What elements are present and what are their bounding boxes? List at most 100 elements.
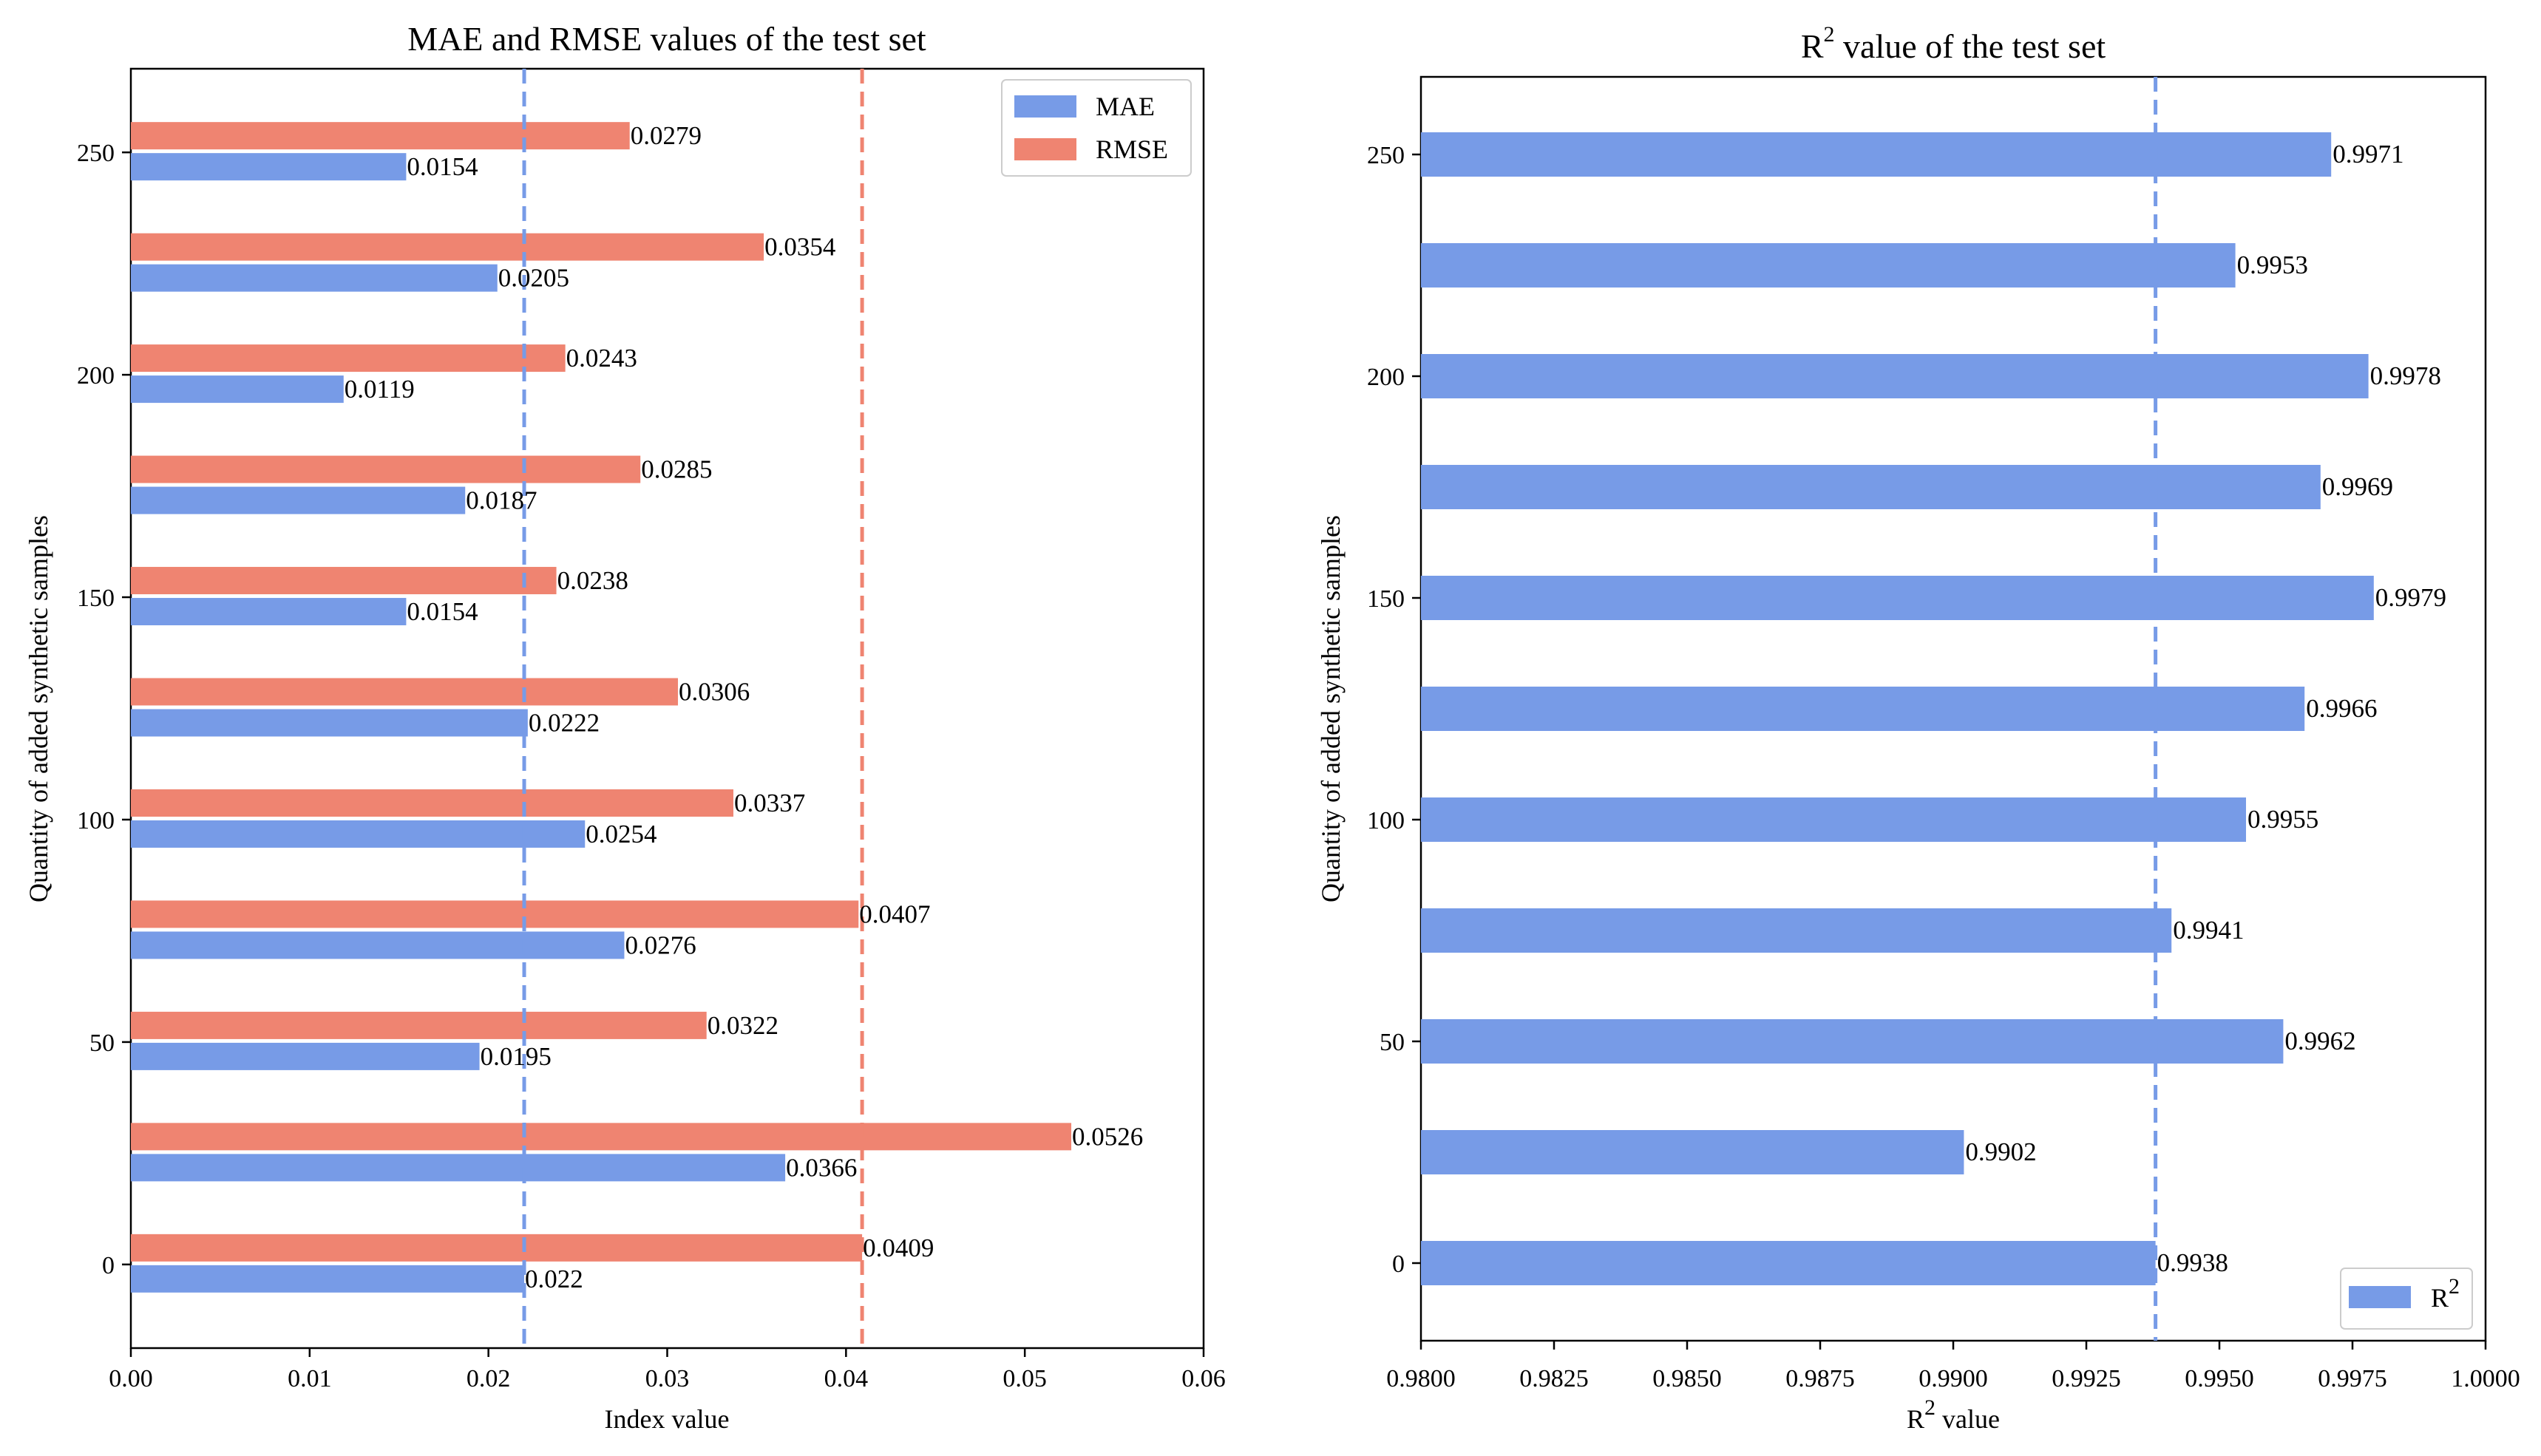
r2-value-label: 0.9941 (2173, 916, 2244, 945)
x-tick-label: 0.9925 (2052, 1365, 2121, 1392)
x-tick-label: 0.9900 (1919, 1365, 1988, 1392)
rmse-value-label: 0.0354 (764, 233, 835, 262)
mae-value-label: 0.0119 (345, 375, 415, 404)
rmse-bar (131, 344, 566, 372)
mae-bar (131, 375, 344, 404)
mae-rmse-data-labels: 0.0409 0.022 0.0526 0.0366 0.0322 0.0195 0.040… (345, 121, 1144, 1293)
mae-bar (131, 709, 528, 737)
x-tick-label: 0.9800 (1386, 1365, 1456, 1392)
mae-value-label: 0.0276 (625, 931, 696, 959)
mae-value-label: 0.0154 (407, 152, 478, 181)
legend-rmse-label: RMSE (1096, 135, 1168, 164)
mae-value-label: 0.0187 (466, 486, 537, 515)
rmse-value-label: 0.0238 (557, 566, 628, 595)
r2-bar (1421, 908, 2172, 953)
legend-r2-swatch (2349, 1286, 2411, 1308)
r2-value-label: 0.9978 (2370, 361, 2441, 390)
mae-bar (131, 931, 625, 959)
mae-rmse-panel: MAE and RMSE values of the test set 0.00… (24, 20, 1226, 1434)
rmse-value-label: 0.0526 (1072, 1122, 1143, 1151)
legend-mae-label: MAE (1096, 92, 1155, 121)
r2-x-axis-label: R2 value (1907, 1395, 2000, 1434)
mae-rmse-x-ticks: 0.00 0.01 0.02 0.03 0.04 0.05 0.06 (109, 1348, 1226, 1392)
mae-value-label: 0.0254 (586, 820, 657, 848)
x-tick-label: 0.9875 (1785, 1365, 1855, 1392)
mae-value-label: 0.0154 (407, 597, 478, 626)
rmse-value-label: 0.0337 (734, 789, 805, 817)
rmse-value-label: 0.0322 (708, 1011, 778, 1040)
y-tick-label: 0 (1392, 1251, 1405, 1278)
y-tick-label: 200 (77, 362, 115, 389)
rmse-bar (131, 455, 641, 483)
y-tick-label: 0 (102, 1252, 115, 1279)
mae-value-label: 0.0195 (481, 1042, 552, 1071)
rmse-value-label: 0.0306 (679, 678, 750, 707)
mae-bar (131, 598, 407, 626)
x-tick-label: 0.02 (467, 1365, 511, 1392)
r2-y-axis-label: Quantity of added synthetic samples (1316, 515, 1346, 902)
x-tick-label: 0.03 (645, 1365, 690, 1392)
x-tick-label: 0.00 (109, 1365, 153, 1392)
mae-rmse-bars (131, 122, 1072, 1293)
r2-bar (1421, 465, 2321, 509)
r2-bar (1421, 132, 2332, 177)
mae-bar (131, 153, 407, 181)
y-tick-label: 150 (77, 585, 115, 612)
r2-bar (1421, 1019, 2284, 1064)
rmse-bar (131, 900, 859, 928)
rmse-value-label: 0.0285 (641, 455, 712, 484)
x-tick-label: 0.01 (288, 1365, 332, 1392)
r2-value-label: 0.9962 (2284, 1027, 2355, 1055)
r2-bars (1421, 132, 2374, 1285)
mae-rmse-y-ticks: 0 50 100 150 200 250 (77, 140, 131, 1279)
mae-rmse-legend: MAE RMSE (1001, 79, 1192, 177)
rmse-bar (131, 678, 679, 706)
r2-value-label: 0.9979 (2375, 583, 2446, 612)
r2-title: R2 value of the test set (1801, 22, 2106, 65)
mae-bar (131, 1042, 480, 1070)
r2-bar (1421, 354, 2369, 398)
r2-value-label: 0.9955 (2247, 805, 2318, 834)
rmse-bar (131, 1234, 863, 1262)
x-tick-label: 0.05 (1003, 1365, 1047, 1392)
r2-value-label: 0.9902 (1965, 1137, 2036, 1166)
r2-bar (1421, 687, 2305, 731)
y-tick-label: 200 (1367, 364, 1405, 391)
r2-bar (1421, 797, 2246, 842)
x-tick-label: 0.9975 (2318, 1365, 2387, 1392)
legend-r2-label: R2 (2431, 1274, 2460, 1313)
legend-mae-swatch (1014, 95, 1076, 118)
x-tick-label: 0.06 (1181, 1365, 1226, 1392)
mae-value-label: 0.0366 (786, 1153, 857, 1182)
rmse-bar (131, 233, 764, 261)
rmse-bar (131, 789, 733, 817)
rmse-bar (131, 122, 630, 150)
y-tick-label: 100 (77, 807, 115, 834)
r2-bar (1421, 1241, 2156, 1285)
y-tick-label: 100 (1367, 807, 1405, 834)
y-tick-label: 250 (77, 140, 115, 167)
mae-bar (131, 820, 586, 848)
r2-bar (1421, 576, 2374, 620)
r2-data-labels: 0.9938 0.9902 0.9962 0.9941 0.9955 0.9966 0.99… (1965, 140, 2446, 1277)
r2-value-label: 0.9953 (2237, 251, 2308, 279)
y-tick-label: 250 (1367, 142, 1405, 169)
rmse-bar (131, 1123, 1072, 1151)
x-tick-label: 0.04 (824, 1365, 869, 1392)
r2-value-label: 0.9966 (2306, 694, 2377, 723)
y-tick-label: 50 (1380, 1029, 1405, 1056)
x-tick-label: 0.9825 (1519, 1365, 1589, 1392)
y-tick-label: 150 (1367, 585, 1405, 613)
r2-bar (1421, 243, 2236, 288)
mae-rmse-title: MAE and RMSE values of the test set (407, 20, 926, 58)
x-tick-label: 1.0000 (2451, 1365, 2520, 1392)
rmse-value-label: 0.0243 (566, 344, 637, 372)
r2-x-ticks: 0.9800 0.9825 0.9850 0.9875 0.9900 0.9925 0.99… (1386, 1341, 2520, 1392)
mae-bar (131, 1154, 786, 1182)
mae-value-label: 0.0222 (529, 709, 600, 738)
r2-value-label: 0.9938 (2157, 1248, 2228, 1277)
r2-panel: R2 value of the test set 0.9800 0.9825 0.9… (1316, 22, 2520, 1434)
rmse-value-label: 0.0279 (631, 121, 702, 150)
r2-value-label: 0.9969 (2322, 472, 2393, 501)
rmse-bar (131, 1011, 707, 1039)
